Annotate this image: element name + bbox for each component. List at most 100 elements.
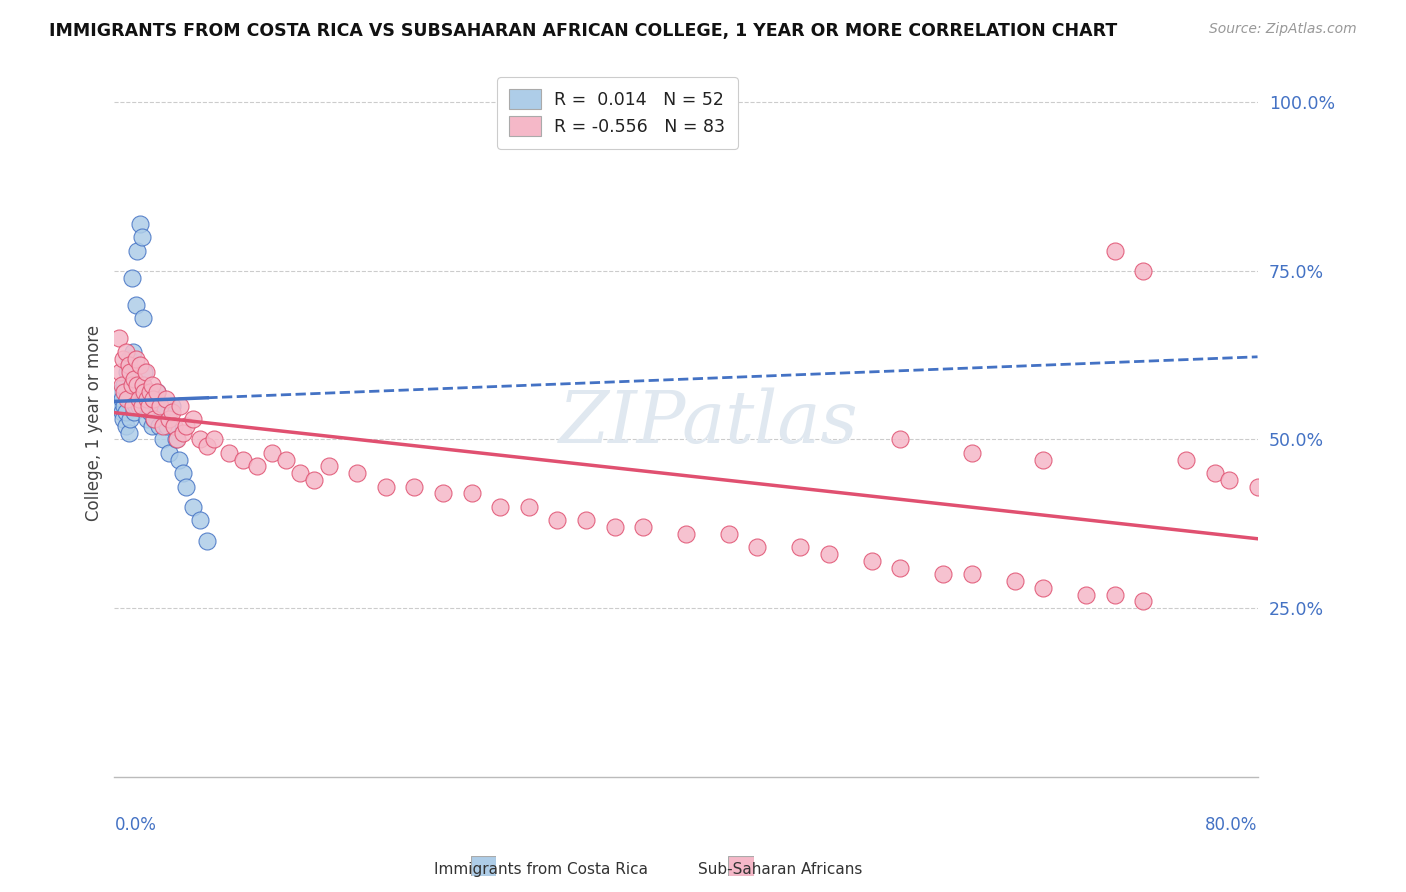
Point	[246, 459, 269, 474]
Point	[136, 412, 159, 426]
Point	[134, 385, 156, 400]
Point	[111, 412, 134, 426]
Point	[1004, 574, 1026, 588]
Point	[1246, 480, 1268, 494]
Point	[432, 486, 454, 500]
Text: Sub-Saharan Africans: Sub-Saharan Africans	[699, 863, 862, 877]
Point	[274, 452, 297, 467]
Point	[172, 425, 194, 440]
Point	[747, 541, 769, 555]
Point	[163, 419, 186, 434]
Point	[818, 547, 841, 561]
Point	[1175, 452, 1198, 467]
Point	[108, 385, 131, 400]
Text: IMMIGRANTS FROM COSTA RICA VS SUBSAHARAN AFRICAN COLLEGE, 1 YEAR OR MORE CORRELA: IMMIGRANTS FROM COSTA RICA VS SUBSAHARAN…	[49, 22, 1118, 40]
Point	[181, 500, 204, 514]
Point	[121, 378, 143, 392]
Point	[127, 244, 149, 258]
Point	[889, 560, 911, 574]
Point	[131, 230, 153, 244]
Point	[117, 385, 139, 400]
Point	[960, 446, 983, 460]
Point	[110, 405, 132, 419]
Point	[1132, 264, 1154, 278]
Point	[1204, 466, 1226, 480]
Point	[118, 358, 141, 372]
Point	[107, 331, 129, 345]
Point	[152, 433, 174, 447]
Text: Immigrants from Costa Rica: Immigrants from Costa Rica	[434, 863, 648, 877]
Point	[374, 480, 396, 494]
Point	[169, 399, 191, 413]
Point	[152, 419, 174, 434]
Point	[131, 399, 153, 413]
Point	[195, 533, 218, 548]
Point	[150, 405, 173, 419]
Point	[631, 520, 654, 534]
Text: 0.0%: 0.0%	[114, 815, 156, 833]
Point	[121, 270, 143, 285]
Legend: R =  0.014   N = 52, R = -0.556   N = 83: R = 0.014 N = 52, R = -0.556 N = 83	[498, 78, 738, 149]
Point	[304, 473, 326, 487]
Text: Source: ZipAtlas.com: Source: ZipAtlas.com	[1209, 22, 1357, 37]
Point	[129, 217, 152, 231]
Point	[603, 520, 626, 534]
Point	[117, 392, 139, 406]
Point	[188, 513, 211, 527]
Point	[153, 399, 176, 413]
Point	[717, 526, 740, 541]
Point	[232, 452, 254, 467]
Point	[125, 399, 148, 413]
Point	[157, 412, 180, 426]
Point	[517, 500, 540, 514]
Point	[960, 567, 983, 582]
Point	[139, 385, 162, 400]
Point	[115, 344, 138, 359]
Point	[132, 378, 155, 392]
Point	[129, 385, 152, 400]
Point	[118, 392, 141, 406]
Point	[134, 365, 156, 379]
Point	[174, 419, 197, 434]
Point	[124, 372, 146, 386]
Point	[110, 392, 132, 406]
Point	[139, 405, 162, 419]
Point	[1032, 581, 1054, 595]
Point	[141, 419, 163, 434]
Point	[107, 399, 129, 413]
Point	[149, 399, 172, 413]
Point	[546, 513, 568, 527]
Point	[932, 567, 955, 582]
Point	[675, 526, 697, 541]
Point	[165, 433, 187, 447]
Point	[156, 419, 179, 434]
Point	[1104, 588, 1126, 602]
Point	[122, 344, 145, 359]
Point	[148, 419, 170, 434]
Point	[181, 412, 204, 426]
Point	[288, 466, 311, 480]
Point	[204, 433, 226, 447]
Point	[460, 486, 482, 500]
Point	[404, 480, 426, 494]
Point	[129, 358, 152, 372]
Point	[117, 365, 139, 379]
Point	[120, 412, 142, 426]
Point	[1104, 244, 1126, 258]
Point	[889, 433, 911, 447]
Point	[128, 392, 150, 406]
Point	[142, 392, 165, 406]
Point	[489, 500, 512, 514]
Point	[155, 392, 177, 406]
Point	[136, 392, 159, 406]
Point	[121, 378, 143, 392]
Point	[115, 419, 138, 434]
Point	[138, 399, 160, 413]
Point	[1032, 452, 1054, 467]
Point	[141, 378, 163, 392]
Point	[108, 365, 131, 379]
Point	[318, 459, 340, 474]
Point	[127, 378, 149, 392]
Point	[112, 399, 135, 413]
Point	[160, 405, 183, 419]
